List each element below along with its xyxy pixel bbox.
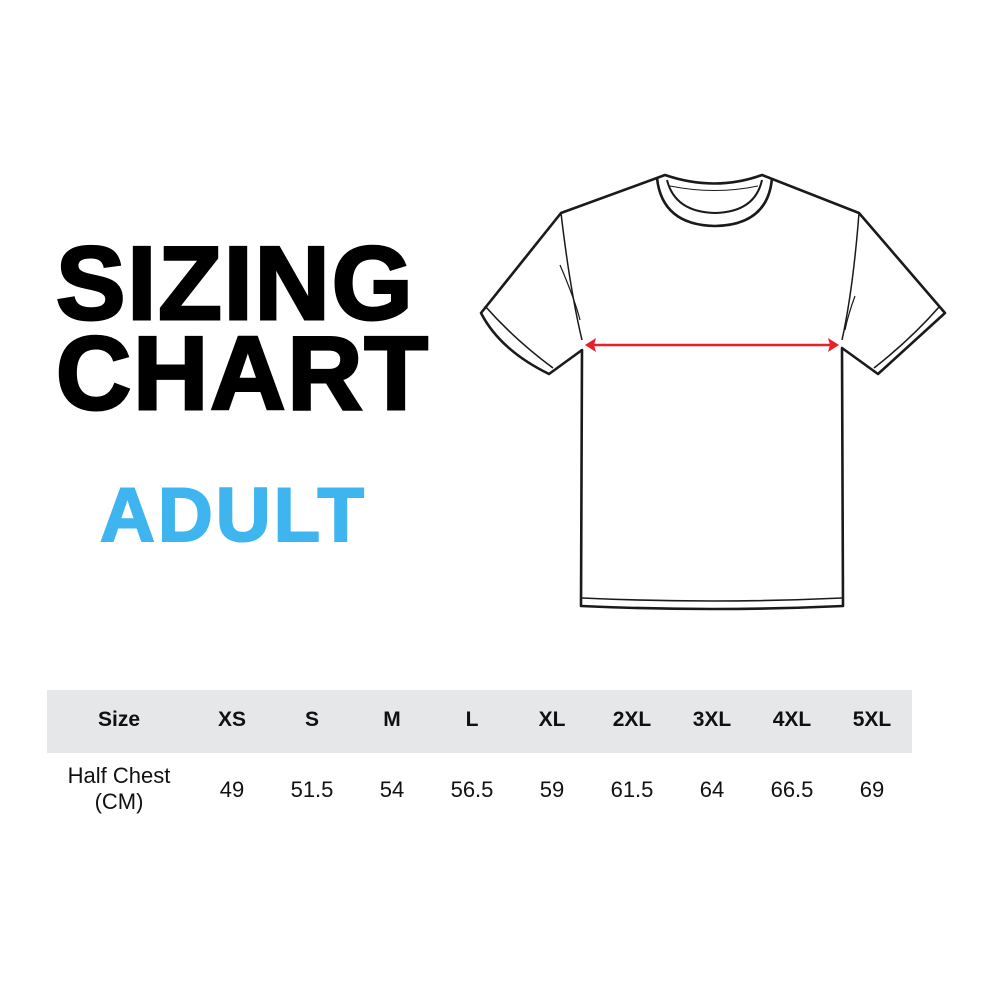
collar-inner xyxy=(666,179,763,214)
tshirt-outline xyxy=(479,173,947,611)
left-cuff xyxy=(484,305,554,369)
table-header-row xyxy=(47,690,912,753)
half-chest-value-4xl: 66.5 xyxy=(770,777,814,802)
half-chest-value-2xl: 61.5 xyxy=(610,777,654,802)
title-line-2: CHART xyxy=(55,316,430,432)
half-chest-value-3xl: 64 xyxy=(699,777,725,802)
header-size-xs: XS xyxy=(217,708,246,731)
half-chest-value-s: 51.5 xyxy=(290,777,334,802)
hem-line xyxy=(581,597,843,602)
half-chest-value-l: 56.5 xyxy=(450,777,494,802)
header-size-4xl: 4XL xyxy=(772,708,812,731)
subtitle-adult: ADULT xyxy=(99,473,367,558)
header-size-s: S xyxy=(304,708,319,731)
chest-measure-arrow xyxy=(585,338,839,352)
header-size: Size xyxy=(97,708,141,731)
half-chest-value-xl: 59 xyxy=(539,777,565,802)
row-label-line1: Half Chest xyxy=(67,763,171,788)
half-chest-value-m: 54 xyxy=(379,777,405,802)
left-sleeve-seam xyxy=(560,212,583,341)
collar-outer xyxy=(655,177,774,228)
right-cuff xyxy=(873,305,941,369)
half-chest-value-5xl: 69 xyxy=(859,777,885,802)
left-fold xyxy=(559,264,581,321)
row-label-line2: (CM) xyxy=(94,789,144,814)
header-size-3xl: 3XL xyxy=(692,708,732,731)
title-line-1: SIZING xyxy=(55,226,415,342)
right-sleeve-seam xyxy=(841,212,860,341)
header-size-m: M xyxy=(383,708,401,731)
header-size-l: L xyxy=(465,708,479,731)
header-size-2xl: 2XL xyxy=(612,708,652,731)
right-fold xyxy=(844,295,856,331)
collar-stitch xyxy=(669,185,759,191)
header-size-5xl: 5XL xyxy=(852,708,892,731)
row-label: Half Chest (CM) xyxy=(49,763,189,815)
header-size-xl: XL xyxy=(538,708,566,731)
half-chest-value-xs: 49 xyxy=(219,777,245,802)
